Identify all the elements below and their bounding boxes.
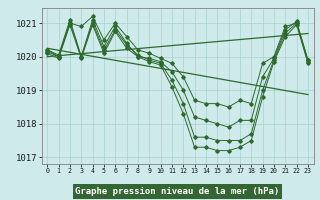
Text: Graphe pression niveau de la mer (hPa): Graphe pression niveau de la mer (hPa) — [76, 187, 280, 196]
